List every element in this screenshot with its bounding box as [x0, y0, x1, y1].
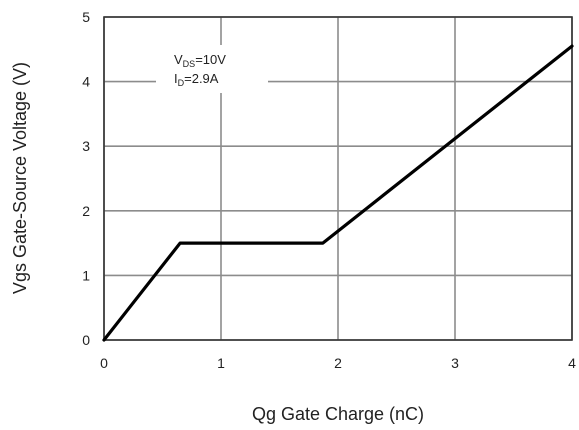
y-tick-label: 1 — [82, 267, 90, 283]
y-tick-label: 2 — [82, 203, 90, 219]
y-tick-label: 5 — [82, 9, 90, 25]
annotation-vds-value: =10V — [195, 52, 226, 67]
annotation-vds: VDS=10V — [174, 52, 226, 69]
series-line — [102, 44, 574, 342]
annotation-id-subscript: D — [178, 78, 185, 88]
y-tick-labels: 0 1 2 3 4 5 — [82, 9, 90, 348]
plot-frame — [103, 16, 573, 341]
x-tick-label: 1 — [217, 355, 225, 371]
annotation-id-symbol: I — [174, 71, 178, 86]
y-tick-label: 4 — [82, 74, 90, 90]
x-tick-label: 0 — [100, 355, 108, 371]
annotation-vds-subscript: DS — [183, 59, 196, 69]
y-tick-label: 3 — [82, 138, 90, 154]
y-tick-label: 0 — [82, 332, 90, 348]
y-axis-label: Vgs Gate-Source Voltage (V) — [10, 62, 30, 294]
x-tick-label: 4 — [568, 355, 576, 371]
annotation-vds-symbol: V — [174, 52, 183, 67]
x-tick-labels: 0 1 2 3 4 — [100, 355, 576, 371]
annotation-id-value: =2.9A — [184, 71, 219, 86]
x-tick-label: 2 — [334, 355, 342, 371]
annotation-id: ID=2.9A — [174, 71, 219, 88]
x-tick-label: 3 — [451, 355, 459, 371]
annotation-background — [156, 45, 268, 93]
x-axis-label: Qg Gate Charge (nC) — [252, 404, 424, 424]
